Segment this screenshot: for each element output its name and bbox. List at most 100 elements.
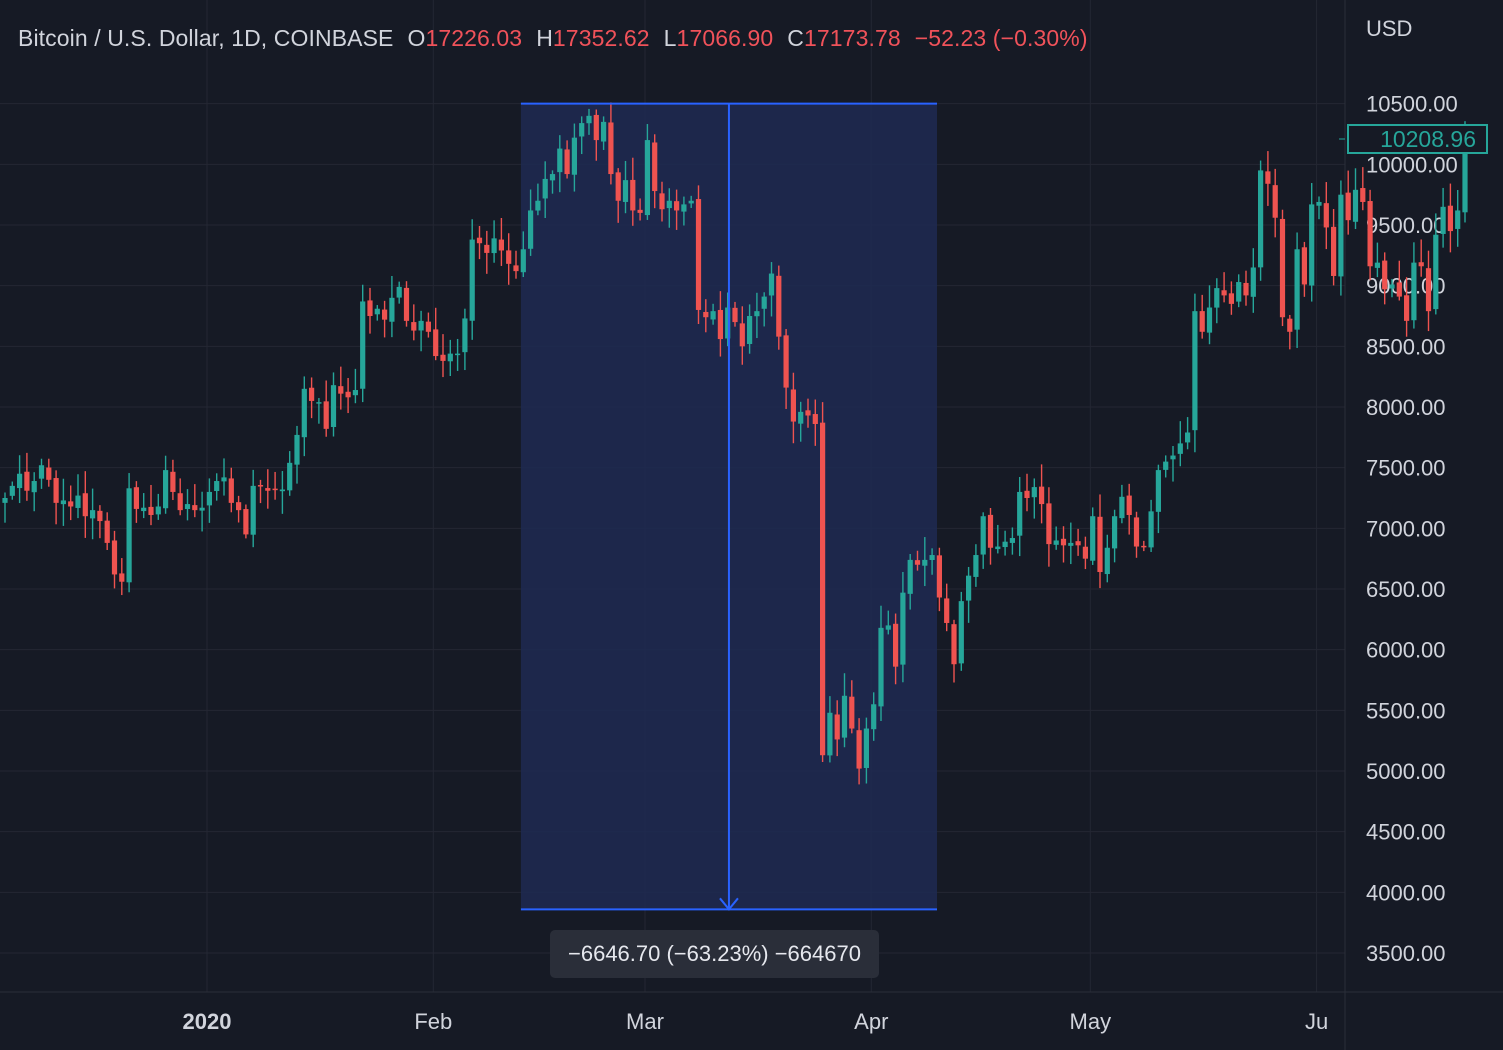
candle-body bbox=[360, 301, 366, 389]
currency-label[interactable]: USD bbox=[1366, 16, 1413, 41]
candle-body bbox=[418, 320, 424, 331]
candle-body bbox=[535, 200, 541, 211]
candle-body bbox=[622, 180, 629, 202]
candle-body bbox=[666, 200, 672, 209]
candle-body bbox=[725, 307, 731, 339]
candle-body bbox=[1090, 516, 1096, 561]
candle-body bbox=[1082, 546, 1088, 559]
candle-body bbox=[228, 478, 234, 503]
symbol-legend: Bitcoin / U.S. Dollar, 1D, COINBASE O1722… bbox=[18, 25, 1102, 52]
candle-body bbox=[75, 495, 81, 508]
candle-body bbox=[1133, 517, 1140, 547]
candle-body bbox=[1141, 545, 1147, 548]
candle-body bbox=[820, 422, 826, 756]
candle-body bbox=[382, 309, 388, 320]
last-price-badge: 10208.96 bbox=[1347, 124, 1488, 154]
candle-body bbox=[878, 627, 884, 707]
candle-body bbox=[951, 624, 957, 665]
time-tick-label: Ju bbox=[1305, 1009, 1328, 1034]
candle-body bbox=[323, 401, 329, 429]
candle-body bbox=[776, 275, 782, 337]
candle-body bbox=[1418, 262, 1424, 267]
candle-body bbox=[1382, 260, 1388, 290]
price-tick-label: 9500.00 bbox=[1366, 213, 1446, 238]
candle-body bbox=[111, 540, 118, 575]
candle-body bbox=[279, 489, 285, 492]
candle-body bbox=[9, 485, 15, 496]
close-value: 17173.78 bbox=[804, 25, 901, 51]
price-tick-label: 10500.00 bbox=[1366, 92, 1458, 117]
candle-body bbox=[834, 714, 840, 740]
candle-body bbox=[747, 316, 753, 344]
candle-body bbox=[652, 142, 658, 192]
candle-body bbox=[1265, 171, 1271, 184]
candle-body bbox=[1221, 290, 1227, 296]
candle-body bbox=[1104, 547, 1110, 575]
candle-body bbox=[1039, 486, 1045, 505]
candle-body bbox=[1287, 318, 1293, 332]
candle-body bbox=[761, 296, 767, 309]
candle-body bbox=[695, 199, 702, 310]
candle-body bbox=[31, 481, 37, 493]
candle-body bbox=[644, 140, 650, 216]
candle-body bbox=[564, 149, 570, 175]
candle-body bbox=[674, 201, 680, 211]
candle-body bbox=[601, 121, 607, 142]
candle-body bbox=[236, 502, 242, 511]
candle-body bbox=[316, 402, 322, 404]
candle-body bbox=[1440, 206, 1446, 234]
price-tick-label: 4500.00 bbox=[1366, 820, 1446, 845]
candle-body bbox=[1404, 295, 1410, 321]
candle-body bbox=[987, 514, 994, 548]
candle-body bbox=[338, 386, 344, 394]
candle-body bbox=[914, 560, 921, 565]
candle-body bbox=[1068, 542, 1074, 546]
candle-body bbox=[206, 491, 212, 506]
candle-body bbox=[1250, 267, 1256, 297]
candle-body bbox=[1206, 307, 1213, 333]
candle-body bbox=[1272, 185, 1278, 218]
candle-body bbox=[513, 265, 519, 272]
candle-body bbox=[1367, 201, 1373, 267]
candle-body bbox=[24, 471, 30, 491]
candle-body bbox=[936, 555, 942, 598]
candle-body bbox=[542, 178, 548, 199]
candle-body bbox=[593, 114, 599, 141]
candle-body bbox=[805, 410, 811, 416]
candle-body bbox=[659, 193, 665, 210]
candle-body bbox=[2, 498, 8, 503]
candle-body bbox=[579, 123, 585, 137]
low-value: 17066.90 bbox=[676, 25, 774, 51]
candle-body bbox=[1323, 203, 1329, 228]
candle-body bbox=[257, 485, 264, 487]
candle-body bbox=[1148, 511, 1154, 548]
candle-body bbox=[754, 311, 760, 317]
high-value: 17352.62 bbox=[552, 25, 650, 51]
candle-body bbox=[1294, 249, 1300, 330]
measure-result-label: −6646.70 (−63.23%) −664670 bbox=[550, 930, 879, 978]
candle-body bbox=[433, 329, 439, 357]
candle-body bbox=[922, 559, 928, 566]
candle-body bbox=[119, 573, 125, 582]
candle-body bbox=[710, 311, 716, 320]
candle-body bbox=[272, 488, 278, 491]
candle-body bbox=[389, 297, 395, 322]
candle-body bbox=[177, 493, 183, 511]
candle-body bbox=[980, 516, 986, 555]
candle-body bbox=[192, 505, 198, 511]
candle-body bbox=[1031, 487, 1037, 498]
candle-body bbox=[1170, 455, 1176, 460]
candle-body bbox=[944, 598, 950, 623]
candle-body bbox=[1097, 516, 1103, 573]
candle-body bbox=[60, 500, 66, 505]
candle-body bbox=[155, 506, 161, 515]
candle-body bbox=[68, 501, 74, 507]
candle-body bbox=[1163, 461, 1169, 470]
candle-body bbox=[1155, 470, 1161, 512]
candle-body bbox=[1279, 218, 1286, 318]
candle-body bbox=[958, 601, 964, 664]
candle-body bbox=[856, 730, 862, 769]
candle-body bbox=[798, 411, 804, 424]
